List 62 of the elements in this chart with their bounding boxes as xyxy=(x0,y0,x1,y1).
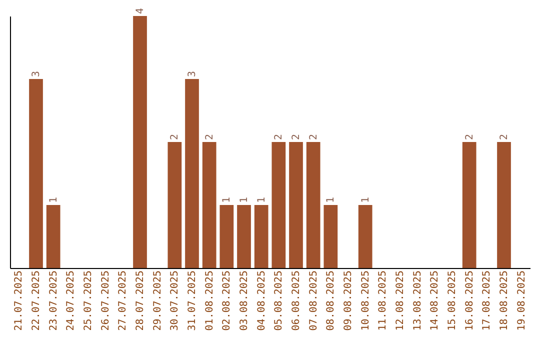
x-tick-label: 16.08.2025 xyxy=(464,270,476,331)
x-tick-label: 30.07.2025 xyxy=(170,270,181,331)
x-tick-label: 07.08.2025 xyxy=(308,270,320,331)
x-tick-label: 01.08.2025 xyxy=(204,270,216,331)
x-tick-label: 31.07.2025 xyxy=(187,270,198,331)
bar xyxy=(133,16,147,268)
x-tick-label: 21.07.2025 xyxy=(14,270,25,331)
x-tick-label: 12.08.2025 xyxy=(395,270,406,331)
x-tick-label: 06.08.2025 xyxy=(291,270,302,331)
x-tick-label: 04.08.2025 xyxy=(256,270,268,331)
data-label: 1 xyxy=(360,196,372,203)
data-label: 2 xyxy=(291,134,302,140)
x-tick-label: 17.08.2025 xyxy=(482,270,493,331)
x-tick-label: 27.07.2025 xyxy=(118,270,129,331)
bar xyxy=(46,205,60,268)
bar xyxy=(289,142,303,268)
x-tick-label: 10.08.2025 xyxy=(360,270,372,331)
data-label: 1 xyxy=(48,196,60,203)
x-tick-label: 25.07.2025 xyxy=(83,270,94,331)
bar xyxy=(324,205,338,268)
x-tick-label: 19.08.2025 xyxy=(516,270,528,331)
bar xyxy=(168,142,182,268)
x-tick-label: 08.08.2025 xyxy=(326,270,337,331)
data-label: 2 xyxy=(499,134,510,140)
data-label: 2 xyxy=(308,134,320,140)
x-tick-label: 18.08.2025 xyxy=(499,270,510,331)
x-tick-label: 28.07.2025 xyxy=(135,270,146,331)
data-label: 2 xyxy=(170,134,181,140)
bar xyxy=(497,142,511,268)
bar xyxy=(272,142,286,268)
data-label: 1 xyxy=(326,196,337,203)
x-tick-label: 24.07.2025 xyxy=(66,270,77,331)
bar xyxy=(185,79,199,268)
data-label: 2 xyxy=(204,134,216,140)
bar xyxy=(358,205,372,268)
x-tick-label: 02.08.2025 xyxy=(222,270,233,331)
x-tick-label: 09.08.2025 xyxy=(343,270,354,331)
bar xyxy=(462,142,476,268)
bar xyxy=(202,142,216,268)
data-label: 2 xyxy=(464,134,476,140)
data-label: 2 xyxy=(274,134,285,140)
data-label: 3 xyxy=(187,70,198,77)
x-tick-label: 22.07.2025 xyxy=(31,270,42,331)
bar xyxy=(306,142,320,268)
x-tick-label: 11.08.2025 xyxy=(378,270,389,331)
data-label: 1 xyxy=(256,196,268,203)
data-label: 4 xyxy=(135,8,146,14)
bar xyxy=(254,205,268,268)
data-label: 3 xyxy=(31,70,42,77)
x-tick-label: 03.08.2025 xyxy=(239,270,250,331)
x-tick-label: 15.08.2025 xyxy=(447,270,458,331)
x-tick-label: 14.08.2025 xyxy=(430,270,441,331)
data-label: 1 xyxy=(222,196,233,203)
x-tick-label: 05.08.2025 xyxy=(274,270,285,331)
bar xyxy=(237,205,251,268)
bar xyxy=(29,79,43,268)
x-tick-label: 26.07.2025 xyxy=(100,270,112,331)
x-tick-label: 29.07.2025 xyxy=(152,270,164,331)
data-label: 1 xyxy=(239,196,250,203)
x-tick-label: 13.08.2025 xyxy=(412,270,424,331)
bar xyxy=(220,205,234,268)
x-tick-label: 23.07.2025 xyxy=(48,270,60,331)
